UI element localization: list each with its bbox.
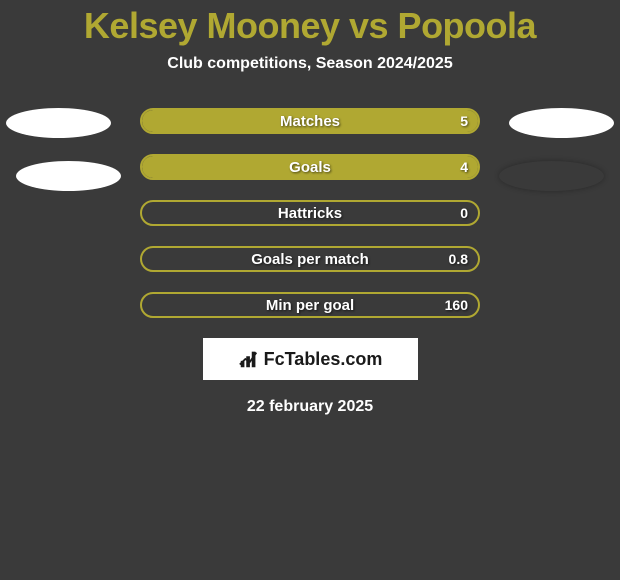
bar-value: 4 [460,156,468,178]
page-title: Kelsey Mooney vs Popoola [0,5,620,47]
bar-label: Min per goal [142,294,478,316]
bar-label: Matches [142,110,478,132]
ellipse-right-1 [509,108,614,138]
subtitle: Club competitions, Season 2024/2025 [0,55,620,73]
bar-hattricks: Hattricks 0 [140,200,480,226]
bars-container: Matches 5 Goals 4 Hattricks 0 Goals per … [140,108,480,318]
bar-min-per-goal: Min per goal 160 [140,292,480,318]
logo-inner: FcTables.com [238,348,383,370]
bar-label: Goals [142,156,478,178]
bar-value: 0 [460,202,468,224]
bar-label: Hattricks [142,202,478,224]
bar-value: 5 [460,110,468,132]
bar-label: Goals per match [142,248,478,270]
ellipse-left-1 [6,108,111,138]
ellipse-right-2 [499,161,604,191]
logo-box: FcTables.com [203,338,418,380]
logo-text: FcTables.com [264,349,383,370]
bar-value: 160 [445,294,468,316]
bar-goals-per-match: Goals per match 0.8 [140,246,480,272]
stats-area: Matches 5 Goals 4 Hattricks 0 Goals per … [0,108,620,318]
bar-chart-icon [238,348,260,370]
bar-value: 0.8 [449,248,468,270]
ellipse-left-2 [16,161,121,191]
bar-goals: Goals 4 [140,154,480,180]
date-text: 22 february 2025 [0,398,620,416]
bar-matches: Matches 5 [140,108,480,134]
